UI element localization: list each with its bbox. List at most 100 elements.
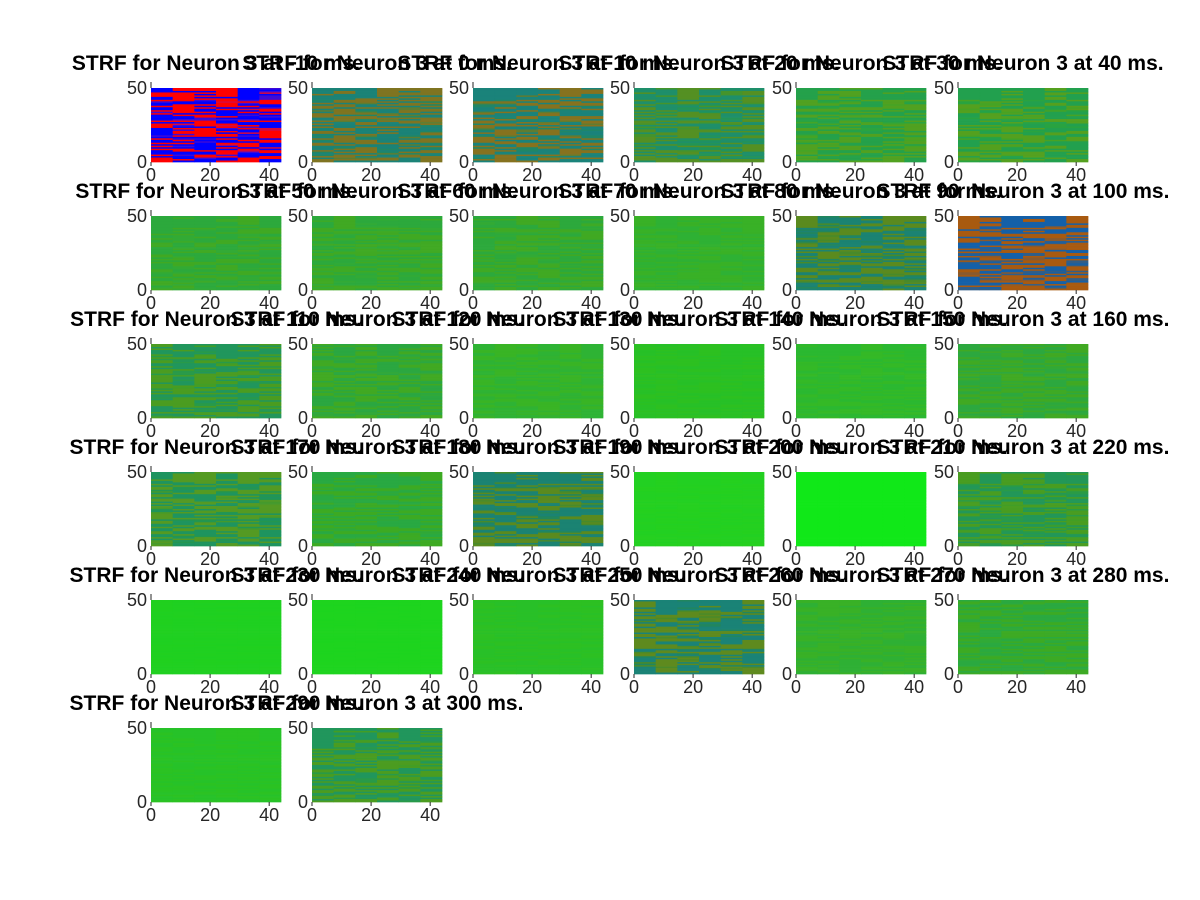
heatmap-cell [581, 415, 604, 417]
heatmap-cell [904, 255, 927, 258]
heatmap-cell [194, 412, 217, 414]
heatmap-cell [634, 227, 657, 230]
heatmap-cell [194, 373, 217, 376]
heatmap-cell [237, 230, 260, 233]
heatmap-cell [882, 216, 905, 218]
heatmap-cell [494, 344, 517, 346]
heatmap-cell [538, 261, 561, 264]
heatmap-cell [494, 119, 517, 121]
heatmap-cell [516, 114, 539, 117]
heatmap-cell [1066, 141, 1089, 144]
heatmap-cell [398, 159, 421, 161]
heatmap-cell [259, 108, 282, 111]
heatmap-cell [194, 383, 217, 386]
heatmap-cell [1044, 113, 1067, 115]
heatmap-cell [677, 345, 700, 348]
heatmap-cell [494, 133, 517, 136]
heatmap-cell [677, 278, 700, 280]
heatmap-cell [312, 284, 335, 286]
heatmap-cell [355, 145, 378, 148]
heatmap-cell [151, 156, 174, 158]
heatmap-cell [538, 379, 561, 382]
heatmap-cell [259, 372, 282, 374]
heatmap-cell [655, 129, 678, 132]
heatmap-cell [312, 105, 335, 108]
heatmap-cell [420, 247, 443, 249]
heatmap-cell [151, 90, 174, 93]
heatmap-cell [699, 282, 722, 285]
heatmap-cell [420, 269, 443, 272]
heatmap-cell [194, 406, 217, 408]
heatmap-cell [473, 398, 496, 401]
heatmap-cell [634, 355, 657, 358]
heatmap-cell [333, 160, 356, 163]
heatmap-cell [538, 236, 561, 239]
heatmap-cell [699, 116, 722, 118]
heatmap-cell [677, 279, 700, 282]
heatmap-cell [1044, 129, 1067, 132]
heatmap-cell [259, 132, 282, 135]
heatmap-cell [1001, 136, 1024, 139]
heatmap-cell [377, 129, 400, 132]
heatmap-cell [151, 150, 174, 152]
heatmap-cell [516, 367, 539, 370]
heatmap-cell [559, 98, 582, 101]
heatmap-cell [958, 288, 981, 291]
heatmap-cell [151, 409, 174, 411]
heatmap-cell [958, 282, 981, 285]
heatmap-cell [559, 122, 582, 124]
heatmap-cell [312, 363, 335, 366]
heatmap-cell [958, 263, 981, 266]
heatmap-cell [398, 272, 421, 275]
heatmap-cell [699, 254, 722, 257]
heatmap-cell [194, 156, 217, 158]
heatmap-cell [473, 346, 496, 349]
heatmap-cell [420, 142, 443, 145]
heatmap-cell [538, 227, 561, 230]
heatmap-cell [333, 142, 356, 145]
heatmap-cell [312, 413, 335, 416]
heatmap-cells [634, 88, 765, 163]
heatmap-cell [634, 105, 657, 108]
heatmap-cell [398, 113, 421, 115]
heatmap-cell [581, 410, 604, 413]
heatmap-cell [581, 133, 604, 136]
heatmap-cell [634, 136, 657, 139]
heatmap-cell [720, 355, 743, 358]
heatmap-cell [817, 90, 840, 93]
heatmap-cell [420, 218, 443, 221]
heatmap-cell [655, 282, 678, 285]
heatmap-cell [216, 145, 239, 148]
heatmap-cell [398, 351, 421, 354]
heatmap-cell [473, 395, 496, 398]
heatmap-cell [655, 244, 678, 246]
heatmap-cell [796, 135, 819, 138]
heatmap-cell [581, 110, 604, 113]
heatmap-cell [377, 279, 400, 282]
heatmap-cell [259, 416, 282, 419]
heatmap-cell [377, 239, 400, 242]
heatmap-cell [420, 373, 443, 376]
heatmap-cell [677, 132, 700, 135]
heatmap-cell [559, 269, 582, 272]
heatmap-cell [559, 95, 582, 98]
heatmap-cell [333, 248, 356, 251]
heatmap-cell [473, 378, 496, 380]
heatmap-cell [194, 275, 217, 278]
heatmap-cell [839, 251, 862, 254]
heatmap-cell [259, 258, 282, 261]
heatmap-cell [377, 270, 400, 273]
heatmap-cell [473, 104, 496, 107]
heatmap-cell [581, 284, 604, 286]
heatmap-cell [634, 282, 657, 285]
heatmap-cell [333, 363, 356, 366]
heatmap-cell [216, 116, 239, 118]
heatmap-cell [259, 233, 282, 236]
heatmap-cell [634, 409, 657, 411]
heatmap-cell [655, 241, 678, 243]
heatmap-cell [839, 233, 862, 236]
heatmap-cell [194, 244, 217, 246]
heatmap-cell [559, 125, 582, 127]
heatmap-cell [720, 261, 743, 264]
heatmap-cell [882, 139, 905, 142]
